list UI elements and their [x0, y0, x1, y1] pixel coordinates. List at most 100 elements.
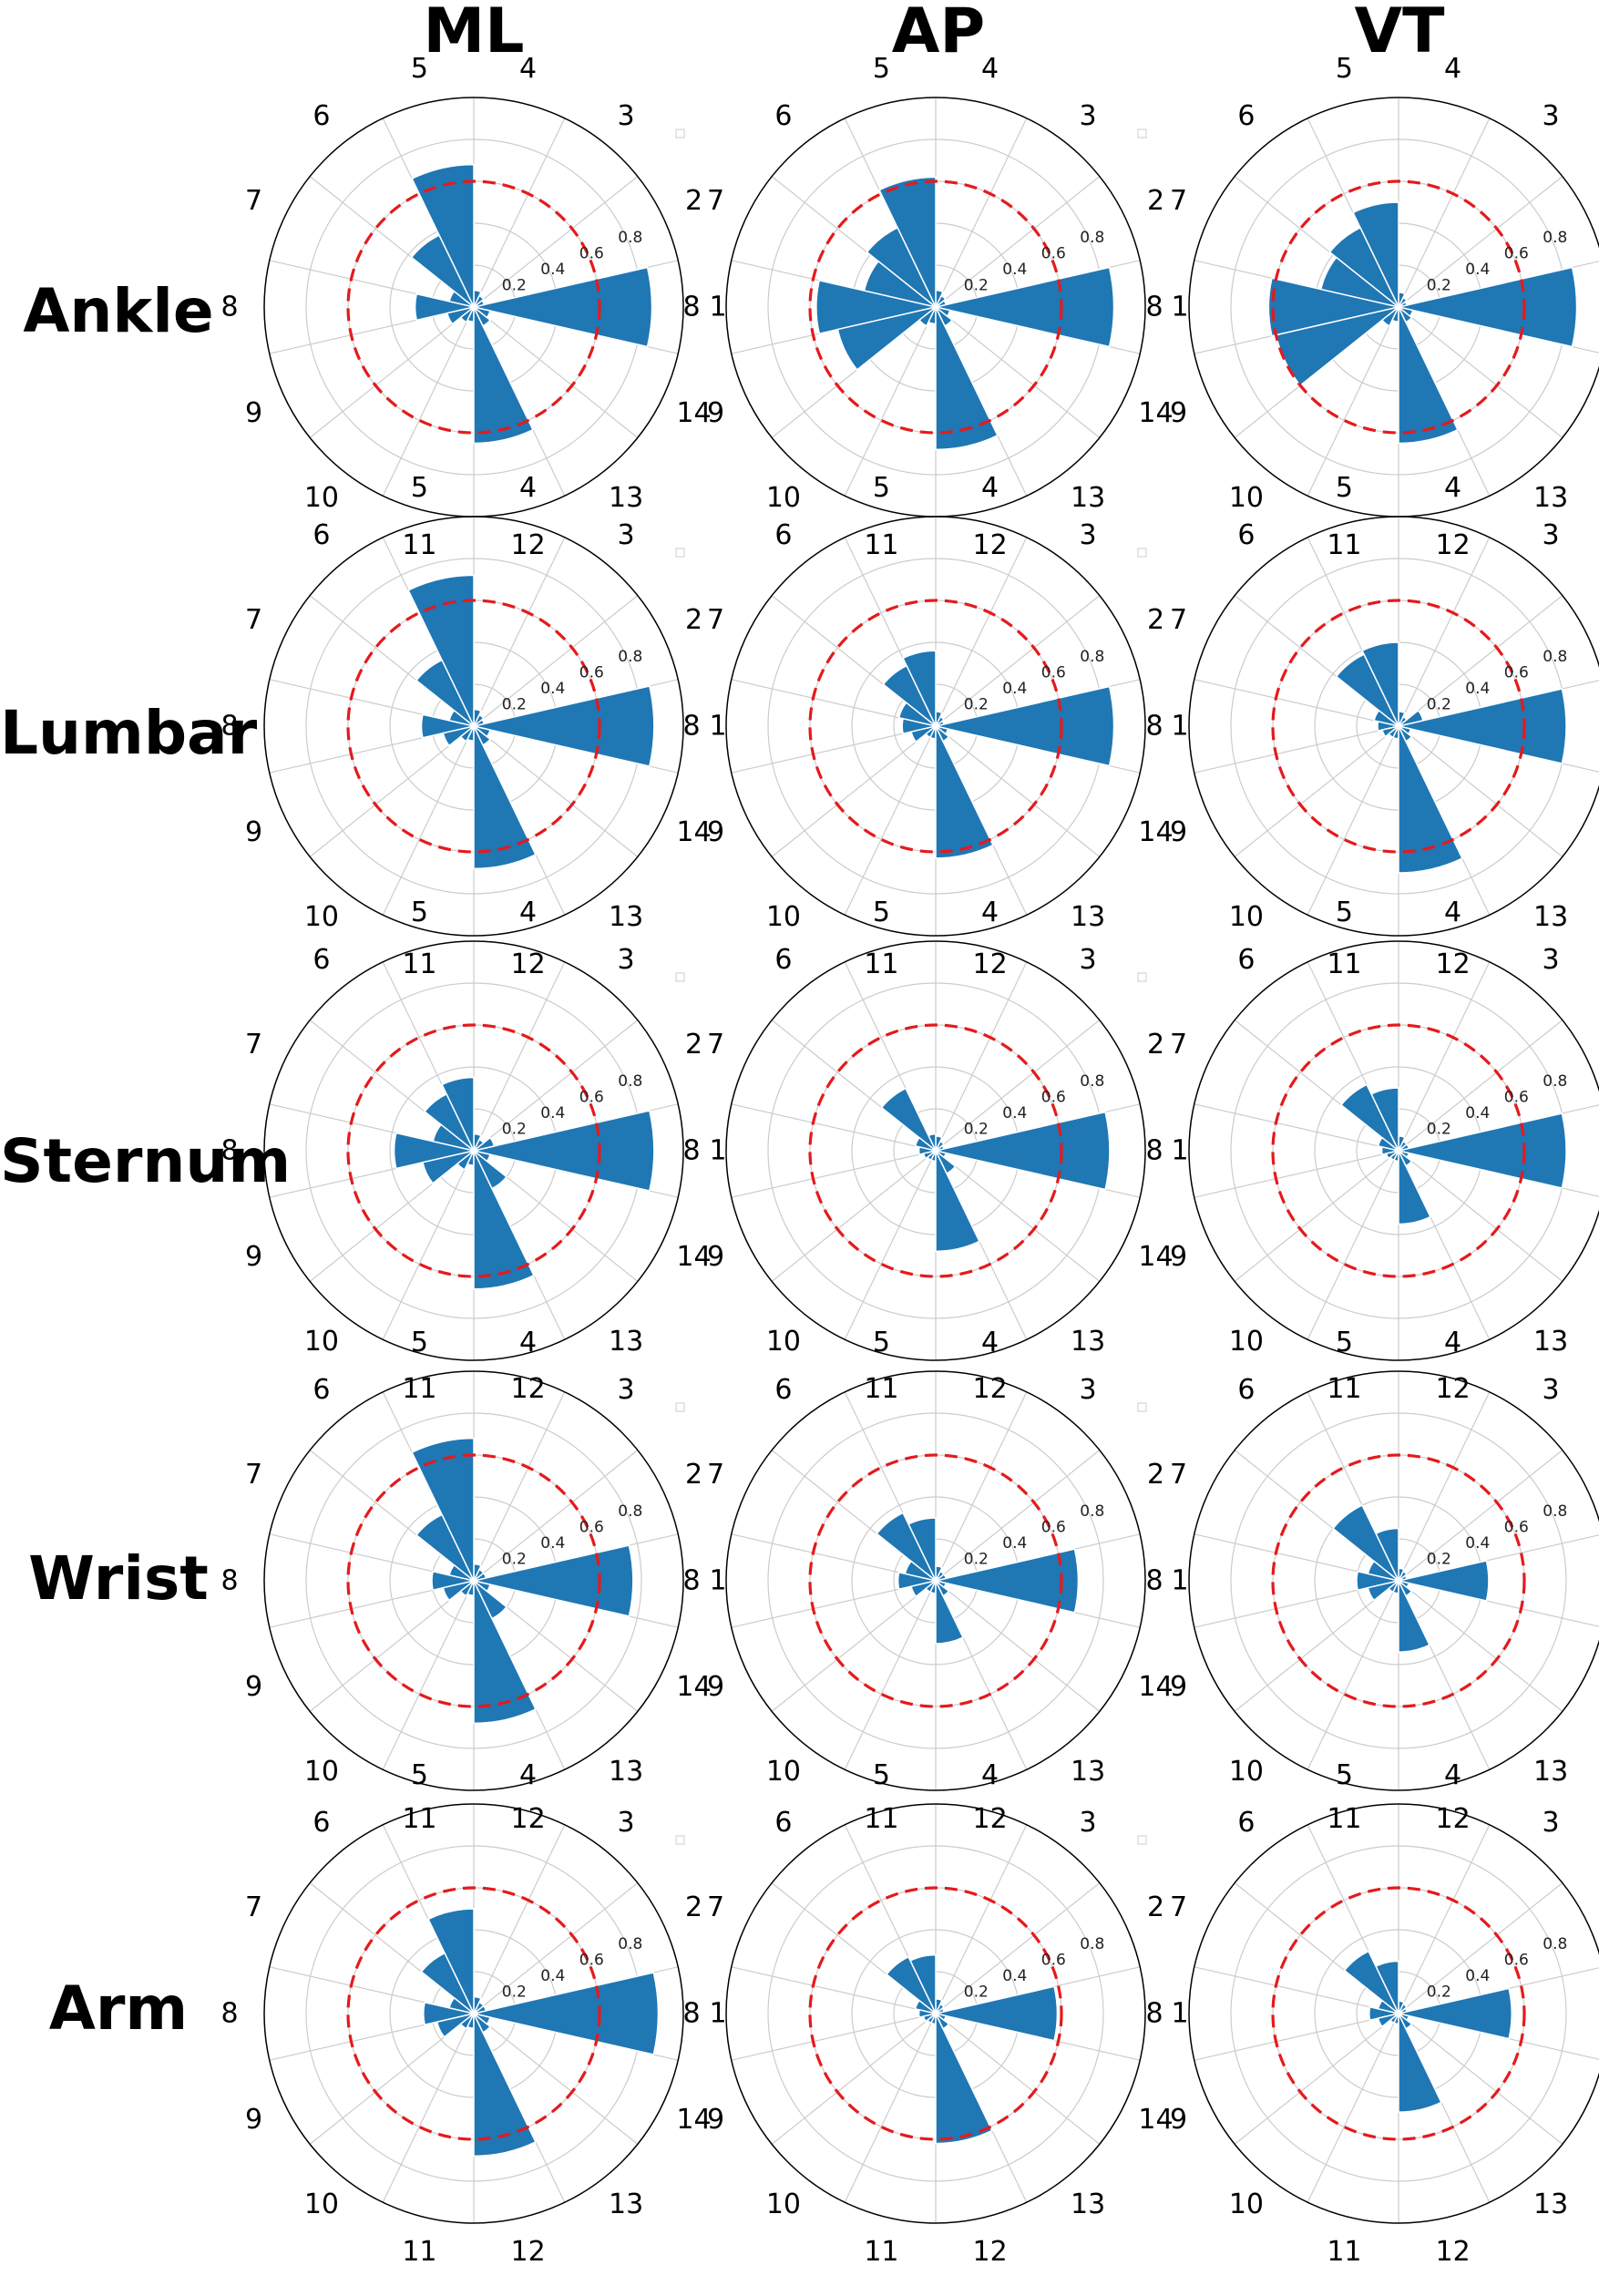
sector-label-6: 6	[774, 100, 792, 132]
grid-spoke-4	[473, 118, 566, 308]
bar-sector-1	[473, 1972, 660, 2055]
bar-sector-1	[935, 1985, 1059, 2042]
radial-tick-label: 0.8	[618, 1072, 642, 1091]
bar-sector-10	[917, 306, 937, 327]
sector-label-4: 4	[519, 1759, 537, 1791]
radial-tick-label: 0.2	[502, 1983, 527, 2002]
sector-label-4: 4	[1444, 472, 1461, 504]
grid-spoke-3	[935, 595, 1101, 727]
grid-spoke-14	[935, 1580, 1101, 1712]
grid-spoke-8	[1194, 1103, 1399, 1152]
bar-sector-1	[1398, 1112, 1567, 1189]
sector-label-9: 9	[707, 816, 724, 848]
radial-tick-label: 0.4	[1465, 1104, 1490, 1122]
sector-label-5: 5	[1336, 897, 1353, 928]
sector-label-14: 14	[1138, 816, 1173, 848]
sector-label-13: 13	[1533, 1326, 1568, 1358]
bar-sector-1	[935, 266, 1115, 348]
outer-circle	[725, 940, 1146, 1361]
sector-label-10: 10	[1229, 2188, 1264, 2220]
bar-sector-9	[910, 1580, 937, 1598]
grid-spoke-10	[771, 725, 937, 857]
radial-tick-label: 0.8	[1080, 1935, 1104, 1953]
grid-spoke-10	[309, 306, 475, 438]
sector-label-9: 9	[707, 397, 724, 429]
radial-tick-label: 0.6	[579, 244, 604, 262]
bar-sector-13	[1398, 1150, 1413, 1167]
radial-tick-label: 0.2	[1427, 1983, 1451, 2002]
threshold-circle	[346, 1023, 601, 1278]
grid-spoke-8	[731, 1966, 937, 2014]
row-label-arm: Arm	[48, 1973, 189, 2044]
legend-box	[1137, 1402, 1147, 1412]
bar-sector-9	[1367, 1580, 1399, 1602]
sector-label-11: 11	[1327, 2236, 1361, 2268]
sector-label-6: 6	[774, 1807, 792, 1839]
grid-spoke-11	[1307, 725, 1399, 916]
radial-tick-label: 0.4	[1465, 1967, 1490, 1985]
radial-tick-label: 0.4	[540, 1967, 565, 1985]
threshold-circle	[346, 1453, 601, 1708]
bar-sector-6	[876, 1512, 937, 1582]
grid-spoke-14	[473, 725, 639, 857]
bar-sector-1	[473, 1110, 655, 1192]
grid-spoke-3	[1398, 1450, 1563, 1582]
radial-tick-label: 0.4	[540, 680, 565, 698]
radial-tick-label: 0.6	[1504, 1518, 1529, 1536]
bar-sector-13	[935, 2013, 950, 2030]
sector-label-9: 9	[1170, 397, 1187, 429]
radial-tick-label: 0.6	[1041, 244, 1066, 262]
bar-sector-14	[473, 725, 491, 738]
sector-label-7: 7	[1170, 604, 1187, 636]
bar-sector-12	[473, 1150, 535, 1290]
sector-label-4: 4	[981, 53, 999, 85]
grid-spoke-3	[473, 1450, 639, 1582]
grid-spoke-4	[935, 1391, 1028, 1582]
grid-spoke-14	[1398, 1580, 1563, 1712]
sector-label-14: 14	[676, 816, 711, 848]
bar-sector-6	[1332, 1504, 1399, 1582]
sector-label-6: 6	[1237, 519, 1255, 551]
bar-sector-8	[393, 1132, 475, 1170]
grid-spoke-14	[473, 2013, 639, 2145]
sector-label-4: 4	[1444, 897, 1461, 928]
sector-label-3: 3	[618, 100, 635, 132]
bar-sector-5	[407, 574, 475, 727]
grid-spoke-9	[731, 1150, 937, 1198]
bar-sector-6	[410, 234, 475, 308]
bar-sector-5	[878, 176, 937, 308]
sector-label-2: 2	[1147, 1891, 1164, 1923]
legend-box	[675, 972, 685, 982]
sector-label-9: 9	[245, 1671, 262, 1703]
sector-label-9: 9	[245, 397, 262, 429]
threshold-circle	[1271, 599, 1526, 854]
sector-label-10: 10	[766, 482, 801, 514]
bar-sector-13	[1398, 2013, 1413, 2030]
sector-label-13: 13	[609, 482, 643, 514]
bar-sector-12	[1398, 725, 1463, 874]
bar-sector-8	[917, 1146, 937, 1155]
legend-box	[1137, 128, 1147, 138]
bar-sector-12	[935, 306, 999, 451]
sector-label-1: 1	[1171, 1135, 1188, 1167]
sector-label-14: 14	[676, 1241, 711, 1273]
sector-label-10: 10	[766, 1326, 801, 1358]
grid-spoke-11	[382, 725, 475, 916]
grid-spoke-9	[1194, 2013, 1399, 2061]
sector-label-6: 6	[1237, 1374, 1255, 1406]
sector-label-6: 6	[313, 1807, 330, 1839]
sector-label-8: 8	[220, 711, 238, 743]
grid-spoke-3	[935, 1882, 1101, 2014]
grid-spoke-11	[1307, 1150, 1399, 1340]
grid-spoke-10	[1234, 2013, 1399, 2145]
sector-label-8: 8	[682, 292, 700, 323]
radial-tick-label: 0.4	[1465, 1534, 1490, 1553]
bar-sector-1	[473, 685, 655, 767]
grid-spoke-10	[1234, 1580, 1399, 1712]
grid-spoke-14	[473, 306, 639, 438]
sector-label-5: 5	[1336, 1759, 1353, 1791]
sector-label-5: 5	[873, 897, 890, 928]
grid-spoke-11	[844, 306, 937, 497]
